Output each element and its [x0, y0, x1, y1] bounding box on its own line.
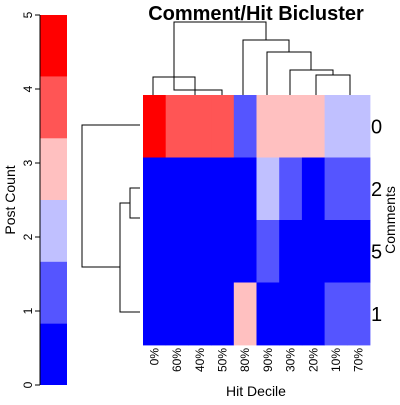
row-dendrogram-branch	[129, 187, 140, 219]
heatmap-cell	[256, 157, 280, 221]
heatmap-cell	[165, 220, 189, 283]
heatmap-cell	[324, 282, 348, 346]
heatmap-cell	[211, 95, 235, 158]
column-tick-label: 30%	[284, 348, 298, 372]
column-dendrogram-branch	[289, 69, 334, 95]
heatmap-cell	[279, 95, 303, 158]
heatmap-cell	[256, 220, 280, 283]
column-tick-label: 20%	[306, 348, 320, 372]
column-dendrogram-branch	[315, 74, 351, 95]
color-key-bin	[40, 15, 67, 77]
column-tick-label: 10%	[329, 348, 343, 372]
color-key-label: Post Count	[2, 165, 18, 234]
color-key-tick-label: 4	[21, 85, 35, 92]
heatmap-cell	[324, 220, 348, 283]
column-tick-label: 40%	[193, 348, 207, 372]
heatmap-cell	[256, 282, 280, 346]
heatmap-cell	[143, 282, 167, 346]
heatmap-cell	[211, 282, 235, 346]
heatmap-cell	[279, 157, 303, 221]
color-key-bin	[40, 138, 67, 200]
heatmap-cell	[188, 220, 212, 283]
color-key-bin	[40, 323, 67, 385]
heatmap-cell	[143, 95, 167, 158]
heatmap-cell	[233, 157, 257, 221]
x-axis-title: Hit Decile	[226, 383, 286, 399]
chart-title: Comment/Hit Bicluster	[148, 3, 364, 25]
row-tick-label: 5	[371, 241, 382, 263]
heatmap-cell	[301, 282, 325, 346]
column-tick-label: 80%	[238, 348, 252, 372]
heatmap-cell	[301, 95, 325, 158]
color-key-bin	[40, 261, 67, 324]
heatmap-cell	[211, 157, 235, 221]
heatmap-cell	[256, 95, 280, 158]
column-tick-label: 60%	[170, 348, 184, 372]
color-key-tick-label: 0	[21, 381, 35, 388]
column-dendrogram-branch	[242, 39, 290, 95]
heatmap-cell	[324, 157, 348, 221]
column-dendrogram	[152, 21, 351, 95]
heatmap-cell	[279, 220, 303, 283]
color-key-tick-label: 5	[21, 11, 35, 18]
color-key-tick-label: 1	[21, 307, 35, 314]
heatmap-cell	[347, 157, 371, 221]
column-dendrogram-branch	[266, 51, 312, 95]
color-key: 0 1 2 3 4 5	[21, 11, 67, 388]
column-tick-label: 90%	[261, 348, 275, 372]
heatmap-cell	[347, 220, 371, 283]
heatmap-cell	[143, 220, 167, 283]
row-dendrogram	[81, 124, 140, 313]
heatmap-cell	[165, 282, 189, 346]
color-key-tick-label: 3	[21, 159, 35, 166]
row-tick-label: 1	[371, 304, 382, 326]
heatmap-cell	[279, 282, 303, 346]
heatmap-cell	[301, 157, 325, 221]
color-key-bin	[40, 200, 67, 262]
heatmap-cell	[301, 220, 325, 283]
column-dendrogram-branch	[173, 21, 267, 77]
heatmap-cells	[143, 95, 371, 346]
color-key-tick-label: 2	[21, 233, 35, 240]
row-dendrogram-branch	[119, 202, 140, 313]
row-labels: 0 2 5 1	[371, 116, 382, 326]
column-tick-label: 70%	[352, 348, 366, 372]
row-tick-label: 0	[371, 116, 382, 138]
heatmap-cell	[211, 220, 235, 283]
heatmap-cell	[188, 95, 212, 158]
heatmap-cell	[347, 95, 371, 158]
heatmap-cell	[324, 95, 348, 158]
heatmap-cell	[143, 157, 167, 221]
row-tick-label: 2	[371, 179, 382, 201]
column-tick-label: 50%	[215, 348, 229, 372]
y-axis-title: Comments	[382, 186, 398, 254]
column-dendrogram-branch	[173, 77, 223, 95]
heatmap-cell	[233, 220, 257, 283]
heatmap-cell	[233, 282, 257, 346]
heatmap-cell	[165, 157, 189, 221]
column-labels: 0% 60% 40% 50% 80% 90% 30% 20% 10% 70%	[147, 348, 365, 372]
color-key-bin	[40, 76, 67, 139]
row-dendrogram-branch	[81, 124, 140, 268]
heatmap-cell	[347, 282, 371, 346]
heatmap-cell	[233, 95, 257, 158]
heatmap-cell	[188, 157, 212, 221]
column-tick-label: 0%	[147, 348, 161, 366]
heatmap-cell	[165, 95, 189, 158]
heatmap-cell	[188, 282, 212, 346]
